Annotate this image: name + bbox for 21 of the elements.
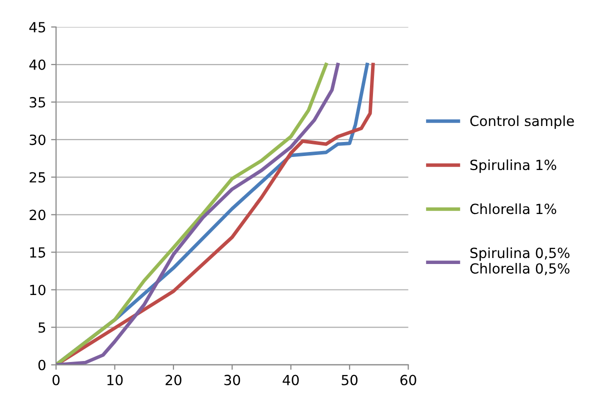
x-tick-label: 0: [52, 374, 60, 386]
legend-label: Control sample: [470, 115, 574, 129]
x-tick-label: 30: [224, 374, 240, 386]
y-tick-label: 25: [30, 172, 46, 183]
y-tick-label: 45: [29, 22, 46, 32]
x-tick-label: 40: [282, 374, 299, 386]
y-tick-label: 20: [30, 210, 46, 220]
legend-label: Chlorella 1%: [470, 203, 556, 214]
y-tick-label: 15: [30, 247, 46, 258]
x-tick-label: 20: [166, 374, 182, 386]
y-tick-label: 35: [30, 97, 46, 108]
legend-label: Spirulina 1%: [470, 159, 556, 173]
x-tick-label: 10: [107, 374, 123, 386]
y-tick-label: 30: [30, 134, 46, 146]
y-tick-label: 5: [38, 322, 46, 333]
x-tick-label: 50: [342, 374, 358, 386]
x-tick-label: 60: [400, 374, 416, 386]
legend-label: Spirulina 0,5% Chlorella 0,5%: [470, 247, 570, 276]
y-tick-label: 40: [29, 60, 46, 70]
y-tick-label: 10: [30, 284, 46, 296]
y-tick-label: 0: [38, 360, 46, 370]
